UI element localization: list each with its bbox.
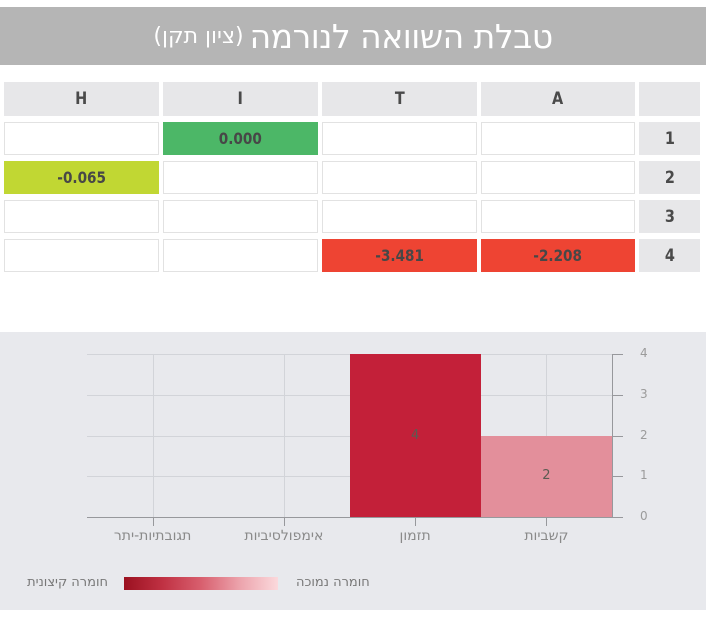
table-cell-r3-i: [163, 200, 318, 233]
y-tick-label: 2: [640, 427, 648, 442]
x-axis-label-3: תזמון: [399, 528, 431, 544]
table-cell-r2-t: [322, 161, 477, 194]
row-number-2: 2: [639, 161, 700, 194]
table-cell-r2-i: [163, 161, 318, 194]
column-header-h: H: [4, 82, 159, 116]
column-header-h-label: H: [75, 89, 88, 109]
table-cell-r4-h: [4, 239, 159, 272]
table-cell-r2-a: [481, 161, 635, 194]
table-cell-r4-a: -2.208: [481, 239, 635, 272]
table-cell-r2-h: -0.065: [4, 161, 159, 194]
page-title: טבלת השוואה לנורמה: [249, 16, 554, 56]
y-axis-tick: [612, 435, 623, 437]
column-header-i-label: I: [237, 89, 244, 109]
table-cell-r3-a: [481, 200, 635, 233]
row-number-label: 2: [664, 167, 675, 188]
y-tick-label: 3: [640, 386, 648, 401]
bar-data-label: 2: [542, 468, 551, 484]
y-axis-tick: [612, 354, 623, 355]
bar-data-label: 4: [410, 427, 420, 443]
y-tick-label: 4: [640, 346, 648, 360]
x-axis-label-1: תגובתיות-יתר: [113, 528, 192, 544]
gridline-vertical: [152, 354, 154, 517]
x-axis-label-2: אימפולסיביות: [244, 528, 324, 544]
cell-value: -2.208: [533, 246, 583, 265]
legend-gradient-bar: [124, 577, 278, 590]
row-number-label: 4: [664, 245, 675, 266]
cell-value: -3.481: [375, 246, 424, 265]
bar-תזמון: [349, 354, 481, 517]
y-axis-tick: [612, 394, 623, 396]
y-tick-label: 1: [640, 468, 648, 483]
y-axis-tick: [612, 476, 623, 478]
column-header-a: A: [481, 82, 635, 116]
legend-label-low: חומרה נמוכה: [296, 575, 370, 590]
column-header-a-label: A: [552, 89, 564, 109]
column-header-rownum: [639, 82, 700, 116]
row-number-1: 1: [639, 122, 700, 155]
table-cell-r3-h: [4, 200, 159, 233]
title-bar: טבלת השוואה לנורמה (ציון תקן): [0, 7, 706, 65]
table-cell-r4-i: [163, 239, 318, 272]
row-number-label: 3: [664, 206, 675, 227]
legend-label-extreme: חומרה קיצונית: [27, 575, 108, 590]
y-axis-tick: [612, 517, 623, 518]
table-cell-r4-t: -3.481: [322, 239, 477, 272]
x-axis-tick: [152, 517, 154, 526]
column-header-t: T: [322, 82, 477, 116]
x-axis-tick: [415, 517, 417, 526]
row-number-3: 3: [639, 200, 700, 233]
chart-panel: חומרה קיצונית חומרה נמוכה 4 2 0 1 2 3 4 תגובתיו…: [0, 332, 706, 610]
x-axis-tick: [283, 517, 285, 526]
row-number-4: 4: [639, 239, 700, 272]
cell-value: -0.065: [57, 168, 106, 187]
table-cell-r1-i: 0.000: [163, 122, 318, 155]
column-header-i: I: [163, 82, 318, 116]
x-axis-label-4: קשביות: [524, 528, 569, 544]
x-axis-tick: [546, 517, 548, 526]
y-tick-label: 0: [640, 509, 648, 523]
table-cell-r3-t: [322, 200, 477, 233]
cell-value: 0.000: [218, 129, 263, 148]
comparison-table: H I T A 0.000 1 -0.065 2 3 -3.481 -2.208…: [4, 82, 700, 272]
bar-קשביות: [480, 435, 612, 517]
page-title-subtext: (ציון תקן): [153, 23, 244, 49]
table-cell-r1-a: [481, 122, 635, 155]
table-cell-r1-t: [322, 122, 477, 155]
column-header-t-label: T: [394, 89, 405, 109]
gridline-vertical: [283, 354, 285, 517]
row-number-label: 1: [664, 128, 675, 149]
x-axis-line: [87, 517, 612, 518]
table-cell-r1-h: [4, 122, 159, 155]
